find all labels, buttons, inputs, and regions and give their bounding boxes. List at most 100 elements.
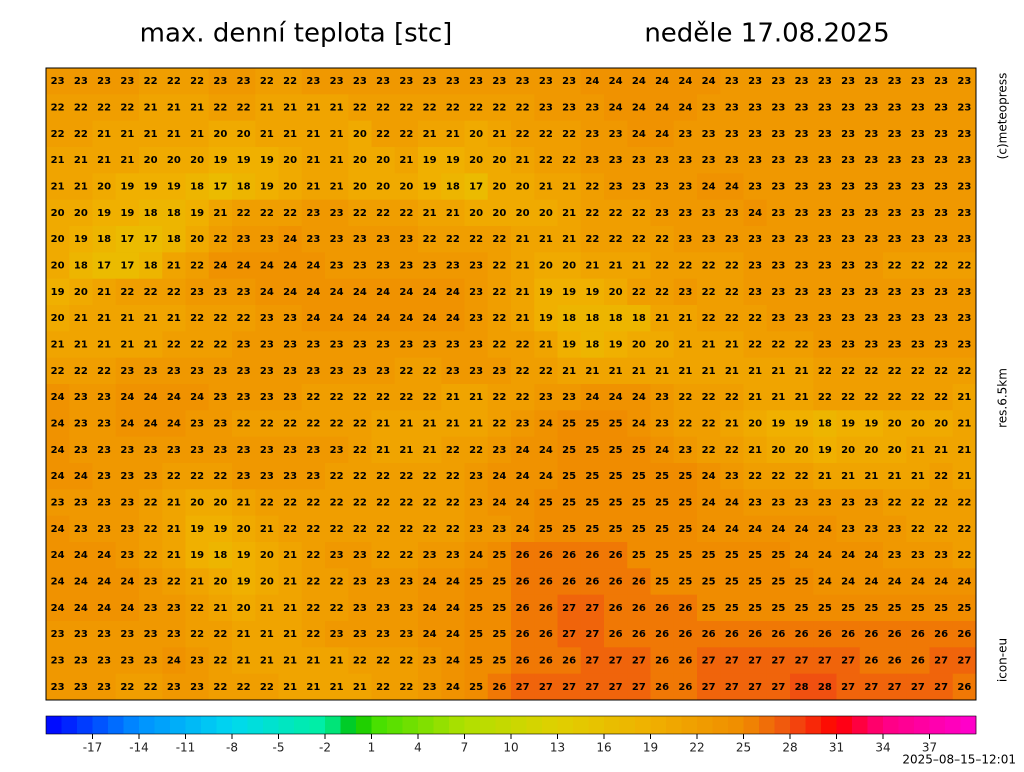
cell-value: 21 (283, 550, 297, 561)
cell-value: 23 (748, 76, 762, 87)
grid-cell (255, 410, 279, 438)
grid-cell (92, 120, 117, 148)
cell-value: 22 (585, 182, 599, 193)
cell-value: 20 (492, 182, 506, 193)
grid-cell (883, 173, 907, 201)
grid-cell (766, 68, 791, 95)
cell-value: 22 (167, 340, 181, 351)
grid-cell (766, 647, 791, 675)
cell-value: 22 (492, 234, 506, 245)
cell-value: 27 (609, 656, 623, 667)
grid-cell (487, 489, 512, 517)
cell-value: 23 (399, 340, 413, 351)
cell-value: 21 (748, 366, 762, 377)
cell-value: 18 (213, 550, 227, 561)
cell-value: 23 (330, 629, 344, 640)
cell-value: 20 (632, 340, 646, 351)
cell-value: 24 (818, 524, 832, 535)
cell-value: 22 (51, 103, 65, 114)
grid-cell (115, 94, 140, 122)
cell-value: 19 (423, 182, 437, 193)
cell-value: 26 (678, 603, 692, 614)
cell-value: 23 (632, 182, 646, 193)
grid-cell (534, 410, 558, 438)
grid-cell (627, 384, 651, 411)
colorbar-tick-label: 10 (503, 741, 518, 755)
cell-value: 22 (888, 366, 902, 377)
grid-cell (371, 594, 396, 622)
grid-cell (441, 94, 465, 122)
cell-value: 21 (97, 287, 111, 298)
grid-cell (348, 463, 372, 490)
cell-value: 23 (562, 392, 576, 403)
grid-cell (557, 594, 582, 622)
grid-cell (580, 173, 605, 201)
cell-value: 26 (888, 656, 902, 667)
cell-value: 21 (539, 182, 553, 193)
cell-value: 22 (911, 261, 925, 272)
grid-cell (464, 173, 489, 201)
colorbar-segment (898, 716, 915, 734)
cell-value: 24 (97, 577, 111, 588)
cell-value: 23 (725, 234, 739, 245)
cell-value: 24 (74, 550, 88, 561)
cell-value: 22 (306, 603, 320, 614)
cell-value: 22 (446, 234, 460, 245)
cell-value: 21 (97, 340, 111, 351)
grid-cell (883, 226, 907, 253)
grid-cell (418, 68, 442, 95)
cell-value: 25 (771, 577, 785, 588)
grid-cell (604, 594, 628, 622)
cell-value: 21 (74, 313, 88, 324)
cell-value: 21 (562, 208, 576, 219)
cell-value: 22 (632, 208, 646, 219)
grid-cell (627, 226, 651, 253)
grid-cell (69, 94, 93, 122)
grid-cell (534, 147, 558, 174)
grid-cell (278, 594, 303, 622)
cell-value: 23 (888, 129, 902, 140)
grid-cell (46, 173, 70, 201)
cell-value: 21 (283, 577, 297, 588)
cell-value: 23 (888, 524, 902, 535)
cell-value: 22 (469, 445, 483, 456)
cell-value: 22 (330, 419, 344, 430)
cell-value: 21 (144, 313, 158, 324)
colorbar-tick-label: 25 (736, 741, 751, 755)
grid-cell (534, 621, 558, 648)
grid-cell (139, 305, 163, 332)
grid-cell (441, 647, 465, 675)
cell-value: 22 (934, 524, 948, 535)
grid-cell (557, 331, 582, 359)
cell-value: 22 (446, 524, 460, 535)
grid-cell (232, 436, 256, 464)
cell-value: 22 (213, 340, 227, 351)
grid-cell (348, 357, 372, 385)
cell-value: 23 (655, 208, 669, 219)
grid-cell (464, 147, 489, 174)
grid-cell (115, 252, 140, 280)
cell-value: 25 (492, 629, 506, 640)
grid-cell (208, 357, 233, 385)
grid-cell (162, 542, 186, 569)
cell-value: 25 (492, 550, 506, 561)
cell-value: 23 (376, 340, 390, 351)
grid-cell (929, 384, 954, 411)
cell-value: 24 (283, 234, 297, 245)
grid-cell (650, 384, 675, 411)
cell-value: 23 (516, 76, 530, 87)
cell-value: 19 (260, 182, 274, 193)
grid-cell (208, 673, 233, 701)
grid-cell (348, 673, 372, 701)
grid-cell (441, 357, 465, 385)
cell-value: 23 (376, 577, 390, 588)
grid-cell (534, 305, 558, 332)
cell-value: 23 (469, 261, 483, 272)
cell-value: 24 (167, 656, 181, 667)
cell-value: 21 (911, 445, 925, 456)
cell-value: 23 (841, 129, 855, 140)
cell-value: 24 (51, 603, 65, 614)
grid-cell (115, 489, 140, 517)
grid-cell (394, 120, 419, 148)
cell-value: 23 (934, 155, 948, 166)
